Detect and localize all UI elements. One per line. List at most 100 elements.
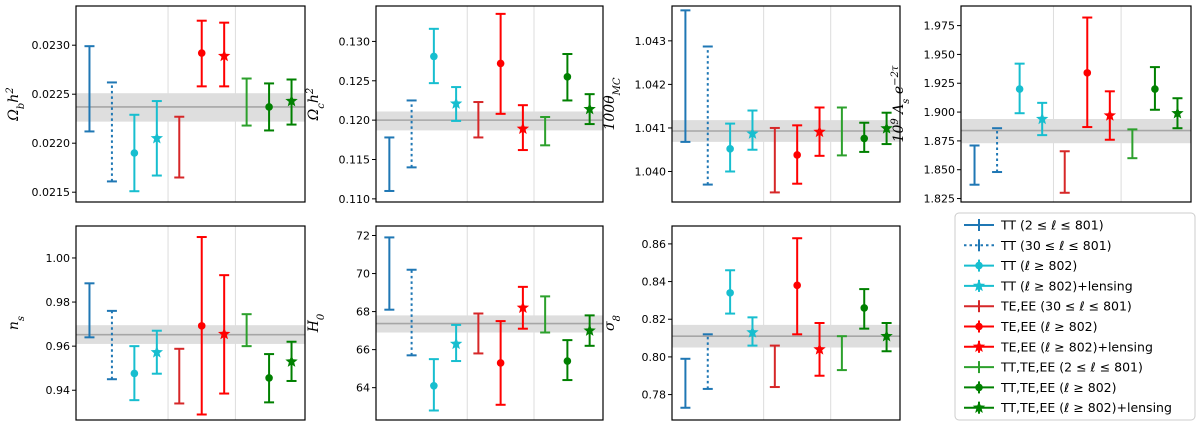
- data-marker: [583, 324, 596, 336]
- axes-frame: [671, 5, 901, 203]
- y-tick-label: 0.84: [642, 276, 667, 289]
- data-marker: [285, 94, 298, 107]
- legend-item-8: TT,TE,EE (2 ≤ ℓ ≤ 801): [964, 360, 1143, 375]
- data-marker: [150, 345, 164, 358]
- data-marker: [726, 145, 734, 153]
- data-marker: [449, 97, 463, 109]
- y-tick-label: 0.82: [642, 313, 667, 326]
- y-axis-label-part: 0: [316, 313, 327, 320]
- axes-frame: [960, 5, 1192, 203]
- data-point-2: [702, 333, 713, 390]
- data-marker: [1151, 85, 1159, 93]
- legend-label: TT,TE,EE (ℓ ≥ 802)+lensing: [1000, 400, 1172, 415]
- data-marker: [130, 369, 139, 378]
- data-point-10: [583, 314, 596, 347]
- data-point-4: [150, 100, 164, 177]
- data-point-8: [241, 77, 252, 127]
- data-marker: [130, 149, 139, 157]
- chart-panel-3: 1.040 1.041 1.042 1.043 100θMC: [602, 5, 901, 203]
- data-marker: [563, 73, 572, 81]
- data-point-8: [540, 295, 551, 334]
- legend-label: TT (2 ≤ ℓ ≤ 801): [1000, 218, 1104, 233]
- data-point-10: [285, 340, 298, 382]
- y-axis-label-part: Ω: [6, 109, 22, 122]
- y-axis-label-part: n: [6, 321, 22, 330]
- data-point-9: [264, 82, 275, 132]
- y-tick-label: 0.130: [339, 35, 371, 48]
- data-point-7: [217, 21, 231, 88]
- y-tick-label: 0.80: [642, 351, 667, 364]
- y-axis-label: 109 As e−2τ: [890, 65, 912, 142]
- y-tick-label: 1.850: [924, 164, 956, 177]
- data-point-7: [813, 106, 826, 157]
- data-point-6: [495, 320, 506, 406]
- y-tick-label: 0.0225: [32, 88, 71, 101]
- legend-item-2: TT (30 ≤ ℓ ≤ 801): [964, 238, 1112, 253]
- data-marker: [1035, 112, 1049, 125]
- data-point-5: [769, 126, 780, 194]
- y-tick-label: 0.94: [46, 384, 71, 397]
- legend-item-3: TT (ℓ ≥ 802): [964, 258, 1077, 273]
- y-tick-label: 64: [356, 382, 370, 395]
- data-marker: [265, 103, 273, 111]
- legend-label: TT (30 ≤ ℓ ≤ 801): [1000, 238, 1112, 253]
- data-point-1: [384, 236, 395, 311]
- chart-panel-4: 1.825 1.850 1.875 1.900 1.925 1.950 1.975 109 A…: [890, 5, 1192, 206]
- data-marker: [563, 357, 572, 365]
- data-marker: [1015, 85, 1024, 93]
- y-axis-label: Ωch2: [305, 88, 327, 122]
- legend-marker: [975, 383, 983, 392]
- chart-panel-7: 0.78 0.80 0.82 0.84 0.86 σ8: [602, 225, 901, 421]
- data-point-3: [129, 113, 140, 193]
- data-point-5: [1059, 150, 1070, 194]
- data-marker: [793, 151, 801, 159]
- data-point-3: [428, 27, 439, 85]
- data-marker: [793, 281, 801, 290]
- y-axis-label-part: Ω: [306, 108, 322, 121]
- data-marker: [430, 52, 438, 61]
- data-point-5: [174, 347, 185, 405]
- legend-item-7: TE,EE (ℓ ≥ 802)+lensing: [964, 339, 1153, 354]
- data-point-7: [813, 322, 826, 377]
- legend-item-9: TT,TE,EE (ℓ ≥ 802): [964, 380, 1117, 395]
- data-marker: [449, 337, 463, 350]
- data-marker: [516, 301, 530, 314]
- y-axis-label-part: s: [16, 316, 27, 321]
- data-marker: [1083, 69, 1092, 77]
- data-point-7: [1103, 90, 1117, 141]
- data-point-7: [217, 274, 231, 395]
- data-point-9: [1149, 66, 1160, 111]
- data-point-5: [769, 344, 780, 389]
- legend-item-10: TT,TE,EE (ℓ ≥ 802)+lensing: [964, 400, 1172, 415]
- data-point-10: [880, 322, 893, 353]
- data-point-2: [106, 309, 117, 381]
- y-tick-label: 1.040: [635, 166, 667, 179]
- y-tick-label: 1.875: [924, 135, 956, 148]
- data-point-4: [150, 329, 164, 375]
- axes-frame: [671, 225, 901, 421]
- data-marker: [746, 127, 759, 139]
- legend-frame: [954, 212, 1196, 421]
- y-axis-label-part: A: [891, 104, 907, 119]
- y-axis-label-part: e: [891, 86, 907, 99]
- y-tick-label: 0.0215: [32, 186, 71, 199]
- data-point-4: [1035, 101, 1049, 137]
- y-axis-label-part: 2: [5, 87, 16, 94]
- data-point-6: [196, 236, 207, 416]
- y-axis-label-part: b: [16, 103, 27, 109]
- chart-panel-2: 0.110 0.115 0.120 0.125 0.130 Ωch2: [305, 5, 604, 206]
- y-axis-label-part: −2τ: [890, 65, 901, 86]
- legend-label: TE,EE (30 ≤ ℓ ≤ 801): [1000, 299, 1132, 314]
- data-marker: [1171, 106, 1184, 119]
- y-axis-label: 100θMC: [602, 77, 623, 130]
- y-axis-label-part: c: [316, 103, 327, 109]
- y-tick-label: 0.0230: [32, 39, 71, 52]
- axes-frame: [75, 225, 306, 421]
- data-marker: [746, 325, 759, 338]
- legend-label: TT,TE,EE (ℓ ≥ 802): [1000, 380, 1117, 395]
- y-tick-label: 0.96: [46, 340, 71, 353]
- data-point-2: [702, 45, 713, 186]
- data-marker: [197, 322, 206, 330]
- y-tick-label: 1.00: [46, 252, 71, 265]
- y-axis-label-part: s: [901, 99, 912, 104]
